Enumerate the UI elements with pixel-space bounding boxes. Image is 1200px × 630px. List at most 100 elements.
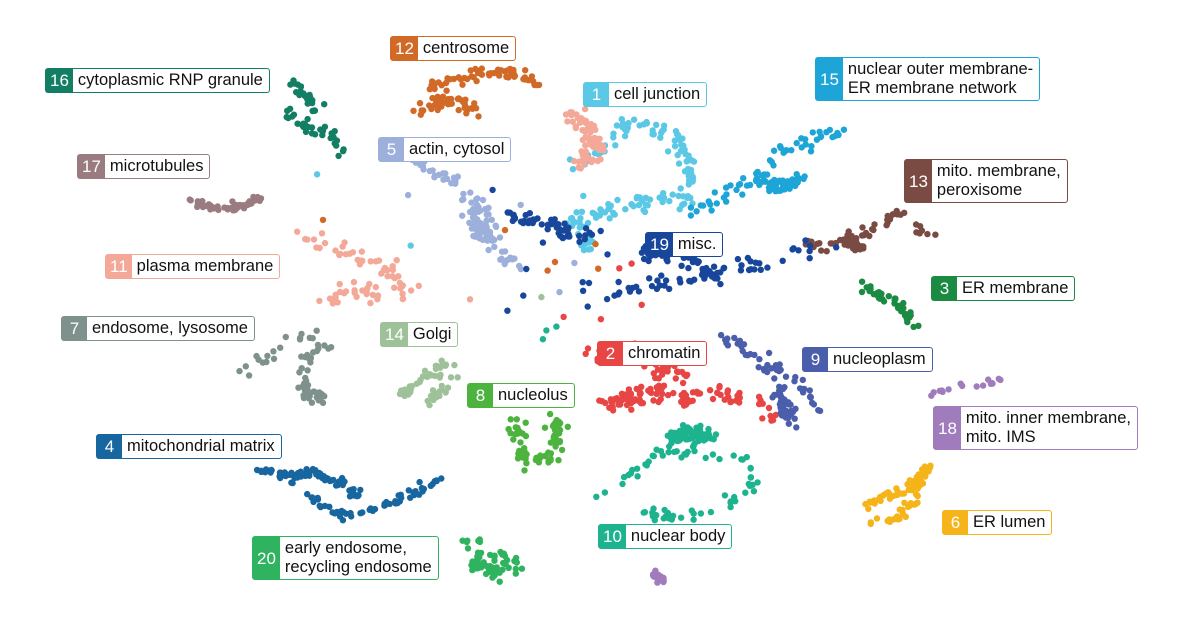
point-cluster-19	[685, 264, 692, 272]
point-cluster-4	[288, 479, 295, 486]
cluster-name: chromatin	[623, 342, 706, 365]
point-cluster-20	[464, 537, 471, 544]
point-cluster-11	[294, 228, 301, 235]
point-cluster-14	[431, 372, 439, 379]
point-cluster-1	[610, 130, 617, 137]
point-cluster-19	[653, 285, 661, 293]
point-cluster-4	[314, 494, 321, 502]
point-cluster-14	[442, 362, 449, 369]
point-cluster-10	[745, 480, 752, 488]
point-cluster-19	[666, 285, 673, 293]
point-cluster-10	[688, 507, 695, 514]
point-cluster-19	[694, 259, 701, 267]
cluster-number: 4	[97, 435, 122, 458]
point-cluster-2	[682, 372, 690, 380]
point-cluster-19	[779, 257, 786, 264]
point-cluster-5	[556, 288, 563, 296]
point-cluster-13	[862, 229, 870, 237]
cluster-number: 17	[78, 155, 105, 178]
point-cluster-11	[326, 295, 334, 302]
point-cluster-12	[501, 226, 509, 234]
cluster-name-line: mito. membrane,	[936, 162, 1061, 180]
cluster-name: nucleoplasm	[828, 348, 932, 371]
point-cluster-19	[686, 277, 693, 285]
point-cluster-2	[679, 392, 686, 399]
point-cluster-10	[710, 436, 717, 443]
point-cluster-11	[332, 247, 339, 254]
point-cluster-19	[747, 266, 755, 273]
point-cluster-11	[374, 296, 381, 303]
point-cluster-11	[372, 283, 379, 291]
point-cluster-4	[304, 490, 311, 498]
cluster-name-line: Golgi	[412, 325, 452, 343]
point-cluster-4	[288, 469, 295, 476]
point-cluster-20	[476, 538, 484, 546]
point-cluster-2	[657, 396, 664, 403]
point-cluster-16	[321, 123, 329, 130]
point-cluster-1	[584, 219, 592, 227]
point-cluster-9	[792, 405, 799, 412]
point-cluster-15	[722, 184, 730, 191]
point-cluster-5	[571, 259, 578, 267]
point-cluster-11	[389, 273, 396, 280]
point-cluster-7	[296, 369, 303, 376]
point-cluster-7	[316, 389, 323, 396]
point-cluster-18	[945, 386, 952, 393]
point-cluster-3	[896, 304, 903, 312]
cluster-label-12: 12 centrosome	[390, 36, 517, 61]
cluster-name-line: endosome, lysosome	[92, 319, 248, 337]
point-cluster-16	[328, 130, 335, 137]
point-cluster-14	[436, 388, 443, 395]
point-cluster-2	[627, 390, 634, 397]
point-cluster-19	[708, 273, 716, 280]
point-cluster-15	[779, 177, 786, 184]
point-cluster-9	[807, 393, 814, 400]
point-cluster-19	[603, 295, 611, 303]
point-cluster-9	[769, 394, 776, 401]
point-cluster-1	[606, 215, 613, 222]
point-cluster-15	[740, 175, 747, 182]
point-cluster-15	[775, 187, 782, 194]
point-cluster-4	[329, 509, 336, 516]
cluster-number: 19	[646, 233, 673, 256]
point-cluster-19	[523, 265, 530, 273]
point-cluster-2	[716, 382, 723, 390]
point-cluster-6	[904, 481, 911, 488]
point-cluster-11	[597, 156, 604, 163]
point-cluster-6	[866, 498, 873, 505]
point-cluster-2	[647, 385, 654, 393]
cluster-name: mito. inner membrane, mito. IMS	[961, 407, 1137, 449]
point-cluster-1	[673, 131, 681, 138]
point-cluster-14	[432, 362, 440, 369]
point-cluster-16	[304, 96, 311, 103]
point-cluster-6	[922, 473, 929, 480]
point-cluster-20	[469, 558, 476, 565]
point-cluster-10	[738, 456, 745, 463]
cluster-label-9: 9 nucleoplasm	[802, 347, 933, 372]
point-cluster-11	[350, 278, 358, 286]
point-cluster-14	[442, 389, 449, 396]
point-cluster-11	[321, 239, 329, 247]
point-cluster-12	[490, 69, 498, 77]
point-cluster-2	[772, 411, 780, 419]
point-cluster-1	[621, 132, 629, 140]
point-cluster-12	[505, 74, 512, 81]
point-cluster-15	[770, 162, 777, 169]
point-cluster-11	[316, 297, 323, 305]
point-cluster-19	[648, 282, 656, 290]
point-cluster-11	[339, 243, 346, 250]
point-cluster-19	[738, 262, 745, 269]
point-cluster-1	[684, 193, 692, 200]
cluster-number: 13	[905, 160, 932, 202]
point-cluster-12	[447, 76, 454, 83]
point-cluster-12	[501, 68, 509, 75]
point-cluster-5	[473, 227, 481, 234]
point-cluster-4	[412, 488, 419, 495]
point-cluster-8	[553, 416, 560, 424]
point-cluster-15	[708, 207, 715, 214]
point-cluster-5	[492, 223, 500, 231]
point-cluster-5	[468, 199, 475, 206]
point-cluster-10	[641, 509, 649, 516]
point-cluster-1	[644, 202, 651, 209]
point-cluster-13	[827, 240, 834, 247]
